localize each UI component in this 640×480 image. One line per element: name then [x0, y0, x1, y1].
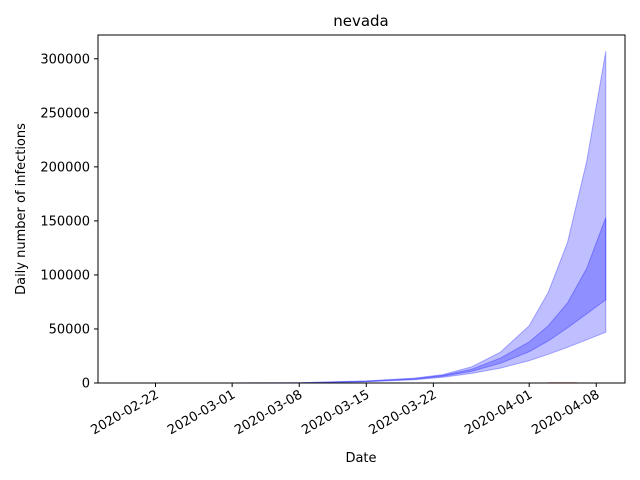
- x-tick-label: 2020-03-22: [366, 387, 439, 438]
- chart-title: nevada: [333, 12, 389, 30]
- x-axis-label: Date: [345, 451, 376, 466]
- plot-frame: [97, 34, 626, 384]
- x-tick-label: 2020-02-22: [89, 387, 162, 438]
- y-tick-label: 150000: [40, 214, 90, 229]
- y-axis-label: Daily number of infections: [14, 123, 29, 295]
- y-tick-label: 300000: [40, 52, 90, 67]
- y-tick-label: 50000: [49, 322, 90, 337]
- y-tick-label: 250000: [40, 106, 90, 121]
- band-series-1: [232, 217, 607, 384]
- x-axis: 2020-02-22 2020-03-012020-03-082020-03-15…: [89, 383, 602, 438]
- band-series-0: [232, 51, 607, 384]
- x-tick-label: 2020-03-08: [232, 387, 305, 438]
- y-tick-label: 0: [82, 377, 90, 392]
- x-tick-label: 2020-04-08: [529, 387, 602, 438]
- y-axis: 0 50000 100000 150000 200000 250000 300000: [40, 52, 98, 392]
- x-tick-label: 2020-03-01: [165, 387, 238, 438]
- x-tick-label: 2020-04-01: [462, 387, 535, 438]
- x-tick-label: 2020-03-15: [299, 387, 372, 438]
- y-tick-label: 200000: [40, 160, 90, 175]
- bands-layer: [232, 51, 607, 384]
- y-tick-label: 100000: [40, 268, 90, 283]
